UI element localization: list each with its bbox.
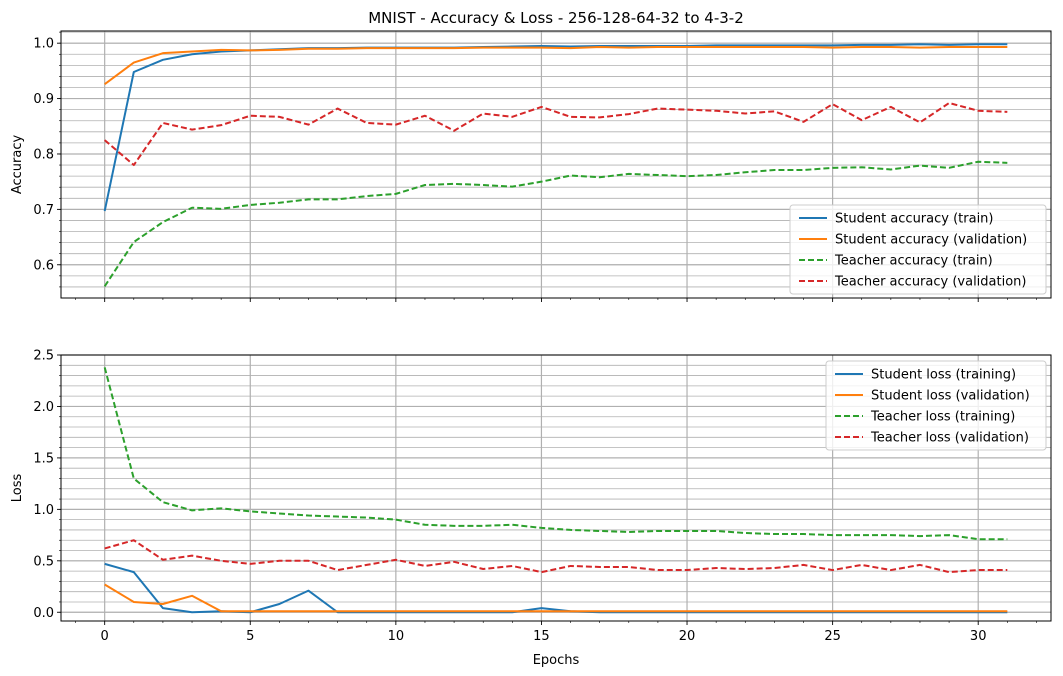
legend-label: Teacher accuracy (train) [834,254,993,269]
x-axis-label: Epochs [533,653,580,668]
tick-label-y: 2.5 [33,349,54,364]
tick-label-y: 0.0 [33,606,54,621]
legend: Student accuracy (train) Student accuracy… [789,204,1047,295]
legend-label: Teacher loss (training) [870,410,1015,425]
axes-frame [60,354,1052,622]
legend-label: Student accuracy (train) [835,212,994,227]
tick-label-x: 5 [246,629,254,644]
tick-label-x: 0 [101,629,109,644]
tick-label-y: 1.0 [33,37,54,52]
tick-label-y: 0.5 [33,554,54,569]
tick-label-y: 1.0 [33,503,54,518]
tick-label-x: 20 [679,629,696,644]
legend-box [825,360,1047,451]
series-line-3 [103,160,1008,287]
legend-box [789,204,1047,295]
axes-frame [60,30,1052,299]
tick-label-y: 0.9 [33,92,54,107]
legend-label: Student loss (training) [871,368,1016,383]
series-line-2 [104,46,1008,85]
tick-label-y: 0.8 [33,147,54,162]
tick-label-x: 25 [824,629,841,644]
chart-panel-1: 0.6 0.7 0.8 0.9 1.0 MNIST - Accuracy & Loss -… [10,9,1052,302]
legend-label: Teacher loss (validation) [870,431,1029,446]
legend-label: Teacher accuracy (validation) [834,275,1027,290]
series-line-1 [103,43,1008,212]
tick-label-y: 1.5 [33,451,54,466]
tick-label-x: 15 [533,629,550,644]
legend: Student loss (training) Student loss (val… [825,360,1047,451]
series-line-3 [103,367,1008,541]
tick-label-y: 0.7 [33,203,54,218]
series-group [103,43,1008,287]
tick-label-y: 2.0 [33,400,54,415]
tick-label-y: 0.6 [33,258,54,273]
series-line-4 [104,102,1008,167]
legend-label: Student loss (validation) [871,389,1030,404]
tick-label-x: 30 [970,629,987,644]
series-line-4 [104,539,1008,574]
series-line-2 [104,583,1008,613]
y-axis-label: Accuracy [10,135,25,195]
legend-label: Student accuracy (validation) [835,233,1027,248]
tick-label-x: 10 [388,629,405,644]
chart-title: MNIST - Accuracy & Loss - 256-128-64-32 … [368,9,744,27]
chart-panel-2: 0 5 10 15 20 25 30 0.0 0.5 1.0 1.5 2.0 2.5 Loss Epochs… [10,349,1052,668]
series-group [103,367,1008,614]
y-axis-label: Loss [10,474,25,503]
